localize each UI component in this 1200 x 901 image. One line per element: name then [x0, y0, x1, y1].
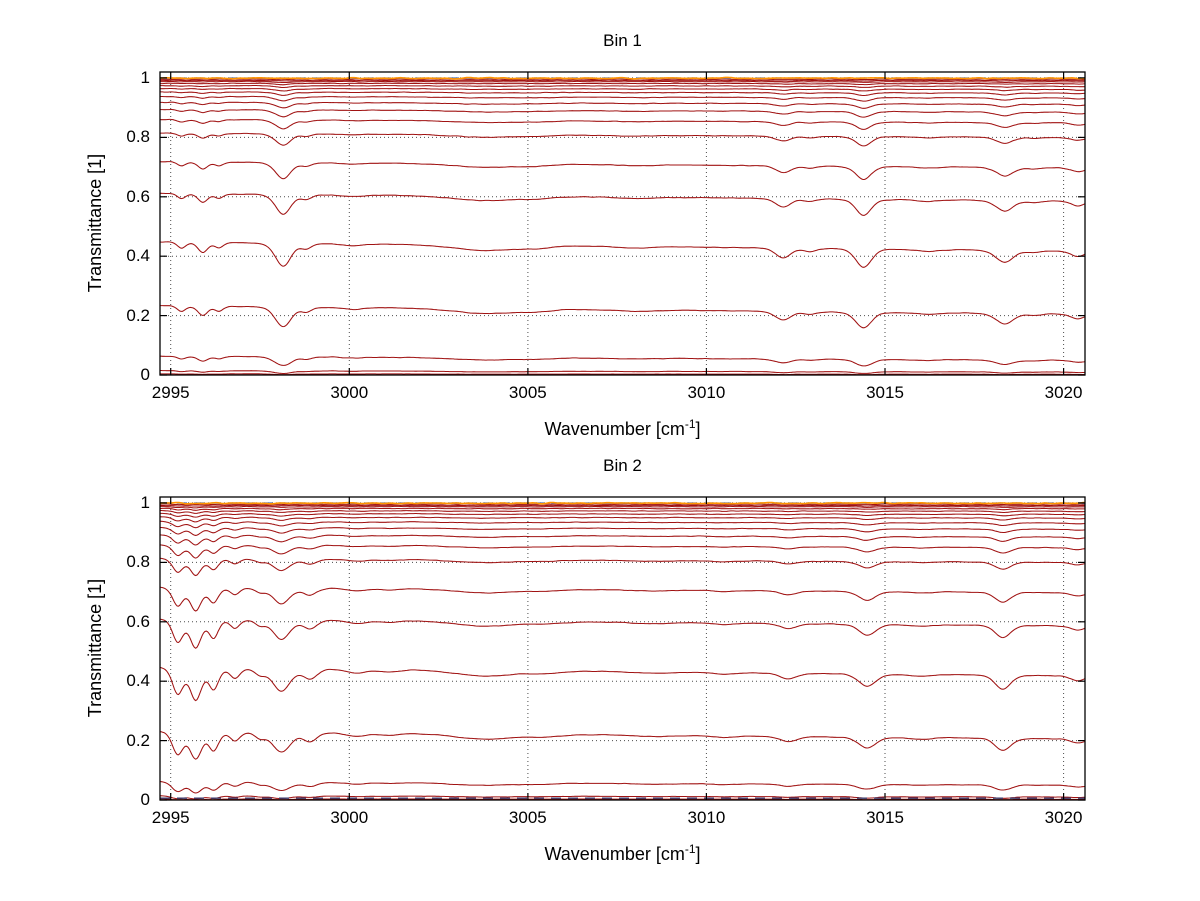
spectrum-line — [160, 512, 1085, 518]
plot-title-bin2: Bin 2 — [603, 456, 642, 475]
y-tick-label: 0.8 — [126, 552, 150, 572]
spectrum-line — [160, 78, 1085, 81]
x-tick-label: 3005 — [508, 383, 547, 402]
y-tick-label: 0.6 — [126, 611, 150, 631]
x-tick-label: 2995 — [151, 383, 190, 402]
spectrum-line — [160, 161, 1085, 181]
spectrum-line — [160, 520, 1085, 529]
spectrum-line — [160, 82, 1085, 86]
spectrum-line — [160, 108, 1085, 118]
spectrum-line — [160, 91, 1085, 97]
y-tick-label: 0.4 — [126, 246, 150, 266]
x-tick-label: 3020 — [1044, 383, 1083, 402]
x-axis-label-bin2-end: ] — [695, 844, 701, 864]
y-tick-label: 1 — [140, 67, 150, 87]
spectrum-line — [160, 504, 1085, 507]
x-tick-label: 3015 — [866, 808, 904, 827]
spectrum-line — [160, 798, 1085, 800]
spectrum-line — [160, 509, 1085, 514]
y-tick-label: 0.2 — [126, 305, 150, 325]
y-tick-label: 0.4 — [126, 671, 150, 691]
x-tick-label: 3015 — [866, 383, 904, 402]
plot-title-bin1: Bin 1 — [603, 31, 642, 50]
x-axis-label-bin2-sup: -1 — [684, 842, 696, 856]
x-tick-label: 2995 — [151, 808, 190, 827]
spectrum-line — [160, 369, 1085, 375]
axes-box — [159, 496, 1086, 801]
y-tick-label: 1 — [140, 492, 150, 512]
spectrum-line — [160, 557, 1085, 577]
spectrum-line — [160, 586, 1085, 612]
reference-line-solid — [160, 501, 1085, 505]
spectrum-line — [160, 305, 1085, 329]
y-tick-label: 0.6 — [126, 186, 150, 206]
spectrum-line — [160, 666, 1085, 702]
x-tick-label: 3005 — [508, 808, 547, 827]
x-tick-label: 3000 — [330, 383, 369, 402]
spectrum-line — [160, 101, 1085, 109]
x-axis-label-bin1: Wavenumber [cm-1] — [160, 417, 1085, 440]
spectrum-line — [160, 503, 1085, 506]
x-tick-label: 3010 — [687, 383, 726, 402]
spectrum-line — [160, 95, 1085, 102]
spectrum-line — [160, 618, 1085, 649]
y-tick-label: 0.8 — [126, 127, 150, 147]
y-tick-label: 0 — [140, 365, 150, 384]
x-axis-label-bin2-base: Wavenumber [cm — [544, 844, 685, 864]
spectrum-line — [160, 80, 1085, 84]
axes-box — [159, 71, 1086, 376]
x-axis-label-bin1-end: ] — [695, 419, 701, 439]
spectrum-line — [160, 534, 1085, 546]
spectrum-line — [160, 795, 1085, 800]
spectrum-line — [160, 505, 1085, 509]
reference-line-solid — [160, 76, 1085, 80]
spectrum-line — [160, 780, 1085, 794]
x-axis-label-bin1-base: Wavenumber [cm — [544, 419, 685, 439]
spectrum-line — [160, 355, 1085, 367]
x-tick-label: 3000 — [330, 808, 369, 827]
spectrum-line — [160, 241, 1085, 268]
spectrum-line — [160, 731, 1085, 760]
x-axis-label-bin1-sup: -1 — [684, 417, 696, 431]
spectrum-line — [160, 84, 1085, 89]
x-axis-label-bin2: Wavenumber [cm-1] — [160, 842, 1085, 865]
spectrum-line — [160, 192, 1085, 216]
x-tick-label: 3010 — [687, 808, 726, 827]
spectrum-line — [160, 132, 1085, 147]
spectrum-line — [160, 516, 1085, 523]
y-tick-label: 0 — [140, 790, 150, 809]
spectrum-line — [160, 544, 1085, 559]
spectrum-line — [160, 507, 1085, 511]
x-tick-label: 3020 — [1044, 808, 1083, 827]
spectrum-line — [160, 87, 1085, 92]
spectrum-line — [160, 526, 1085, 536]
y-tick-label: 0.2 — [126, 730, 150, 750]
spectrum-line — [160, 118, 1085, 130]
spectrum-line — [160, 79, 1085, 82]
